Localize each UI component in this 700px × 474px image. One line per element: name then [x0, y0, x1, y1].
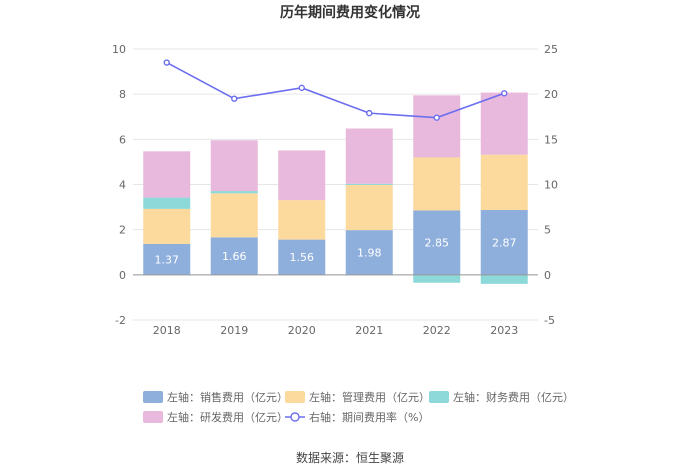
legend-swatch — [143, 411, 163, 423]
rate-point — [366, 109, 373, 117]
legend-swatch — [285, 391, 305, 403]
bar-segment — [210, 140, 258, 192]
legend-swatch — [429, 391, 449, 403]
right-tick-label: 5 — [544, 224, 551, 237]
bar-segment — [210, 193, 258, 238]
legend-label: 左轴：销售费用（亿元） — [167, 390, 288, 404]
left-tick-label: 10 — [112, 43, 126, 56]
legend-label: 左轴：财务费用（亿元） — [453, 390, 574, 404]
bar-data-label: 1.66 — [222, 250, 247, 263]
bar-segment — [413, 157, 461, 211]
x-tick-label: 2020 — [288, 324, 316, 337]
bar-segment — [480, 154, 528, 211]
bar-segment — [413, 274, 461, 283]
left-axis: -2 0 2 4 6 8 10 — [112, 43, 126, 327]
bar-segment — [480, 274, 528, 284]
bars: 1.37 1.66 1.56 1.98 2.85 2.87 — [143, 92, 528, 284]
bar-segment — [143, 151, 191, 198]
x-axis: 2018 2019 2020 2021 2022 2023 — [133, 274, 538, 337]
right-tick-label: 25 — [544, 43, 558, 56]
legend-label: 右轴：期间费用率（%） — [309, 410, 429, 424]
left-tick-label: 8 — [119, 88, 126, 101]
legend-line-marker — [290, 412, 300, 422]
grid-lines — [133, 48, 538, 321]
rate-point — [298, 84, 305, 92]
bar-data-label: 2.87 — [492, 236, 517, 249]
chart-title: 历年期间费用变化情况 — [280, 4, 420, 21]
x-tick-label: 2018 — [153, 324, 181, 337]
bar-data-label: 2.85 — [425, 237, 450, 250]
right-tick-label: 10 — [544, 179, 558, 192]
bar-segment — [278, 239, 326, 275]
bar-segment — [480, 210, 528, 275]
legend-swatch — [143, 391, 163, 403]
left-tick-label: 6 — [119, 133, 126, 146]
right-tick-label: 15 — [544, 133, 558, 146]
bar-segment — [210, 191, 258, 194]
x-tick-label: 2019 — [220, 324, 248, 337]
bar-segment — [413, 95, 461, 158]
left-tick-label: 2 — [119, 224, 126, 237]
bar-segment — [143, 197, 191, 209]
expense-rate-line — [163, 59, 508, 121]
bar-segment — [413, 210, 461, 275]
bar-data-label: 1.98 — [357, 246, 382, 259]
bar-segment — [143, 208, 191, 244]
bar-data-label: 1.37 — [155, 253, 180, 266]
right-tick-label: -5 — [544, 314, 555, 327]
bar-segment — [345, 128, 393, 184]
x-tick-label: 2023 — [490, 324, 518, 337]
bar-segment — [345, 184, 393, 231]
rate-point — [231, 95, 238, 102]
bar-segment — [143, 243, 191, 275]
bar-segment — [345, 230, 393, 275]
bar-segment — [278, 200, 326, 240]
left-tick-label: 0 — [119, 269, 126, 282]
bar-segment — [210, 237, 258, 275]
legend: 左轴：销售费用（亿元） 左轴：管理费用（亿元） 左轴：财务费用（亿元） 左轴：研发费用… — [143, 390, 574, 424]
data-source: 数据来源：恒生聚源 — [296, 450, 404, 465]
left-tick-label: -2 — [115, 314, 126, 327]
bar-data-label: 1.56 — [290, 251, 315, 264]
x-tick-label: 2022 — [423, 324, 451, 337]
right-tick-label: 0 — [544, 269, 551, 282]
legend-label: 左轴：管理费用（亿元） — [309, 390, 430, 404]
rate-line-path — [166, 61, 505, 119]
x-tick-label: 2021 — [355, 324, 383, 337]
bar-segment — [480, 92, 528, 155]
right-axis: -5 0 5 10 15 20 25 — [544, 43, 558, 327]
bar-segment — [278, 150, 326, 201]
bar-segment — [345, 183, 393, 185]
rate-point — [163, 59, 170, 66]
left-tick-label: 4 — [119, 179, 126, 192]
right-tick-label: 20 — [544, 88, 558, 101]
legend-label: 左轴：研发费用（亿元） — [167, 410, 288, 424]
rate-point — [433, 114, 440, 121]
rate-point — [501, 90, 508, 97]
